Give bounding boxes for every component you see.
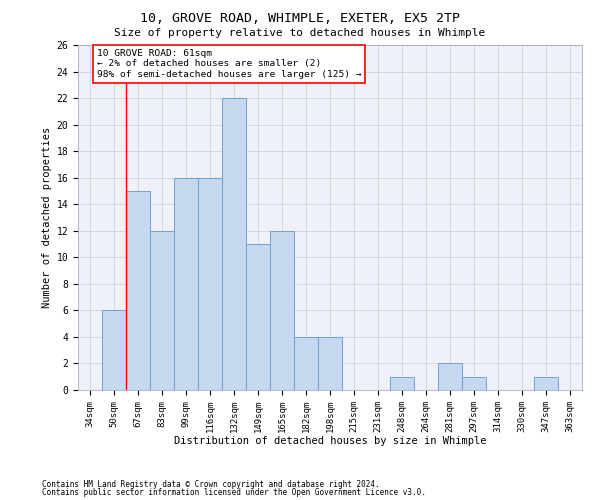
- Text: 10, GROVE ROAD, WHIMPLE, EXETER, EX5 2TP: 10, GROVE ROAD, WHIMPLE, EXETER, EX5 2TP: [140, 12, 460, 26]
- Bar: [246, 244, 270, 390]
- Bar: [390, 376, 414, 390]
- Bar: [462, 376, 486, 390]
- Text: Contains HM Land Registry data © Crown copyright and database right 2024.: Contains HM Land Registry data © Crown c…: [42, 480, 380, 489]
- Text: Size of property relative to detached houses in Whimple: Size of property relative to detached ho…: [115, 28, 485, 38]
- Bar: [438, 364, 462, 390]
- Bar: [126, 191, 150, 390]
- Bar: [174, 178, 198, 390]
- Bar: [534, 376, 558, 390]
- Y-axis label: Number of detached properties: Number of detached properties: [43, 127, 52, 308]
- X-axis label: Distribution of detached houses by size in Whimple: Distribution of detached houses by size …: [174, 436, 486, 446]
- Text: Contains public sector information licensed under the Open Government Licence v3: Contains public sector information licen…: [42, 488, 426, 497]
- Bar: [150, 231, 174, 390]
- Bar: [294, 337, 318, 390]
- Bar: [270, 231, 294, 390]
- Bar: [318, 337, 342, 390]
- Bar: [222, 98, 246, 390]
- Bar: [102, 310, 126, 390]
- Text: 10 GROVE ROAD: 61sqm
← 2% of detached houses are smaller (2)
98% of semi-detache: 10 GROVE ROAD: 61sqm ← 2% of detached ho…: [97, 49, 362, 79]
- Bar: [198, 178, 222, 390]
